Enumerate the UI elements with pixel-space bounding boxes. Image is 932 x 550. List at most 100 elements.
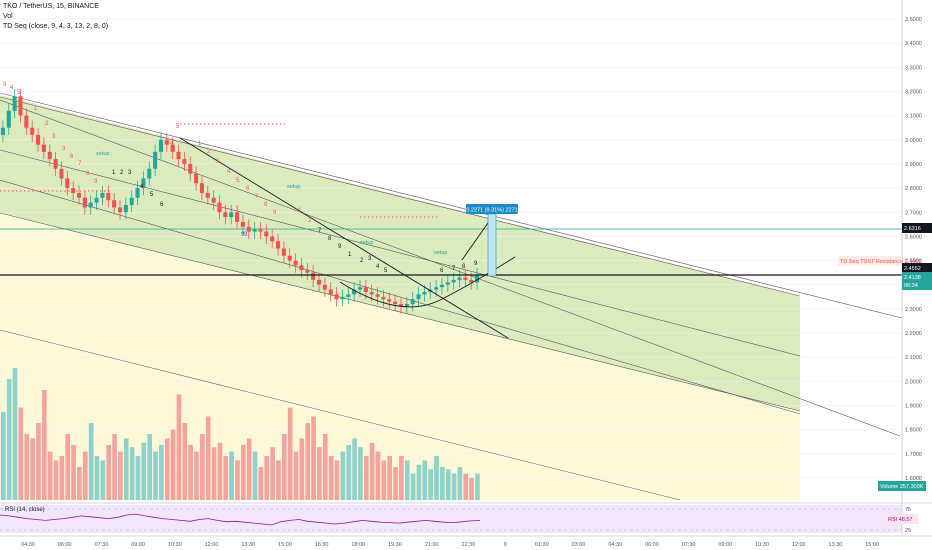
volume-bar bbox=[170, 429, 176, 500]
td-count: 6 bbox=[160, 202, 164, 208]
volume-bar bbox=[141, 442, 147, 500]
candle-body bbox=[217, 202, 222, 213]
volume-bar bbox=[305, 423, 311, 500]
countdown-badge-bg bbox=[902, 280, 932, 290]
volume-bar bbox=[77, 467, 82, 500]
volume-badge-bg bbox=[878, 481, 926, 491]
candle-body bbox=[129, 197, 134, 206]
price-tick: 2.7000 bbox=[905, 210, 922, 216]
time-tick: 13:30 bbox=[241, 542, 255, 548]
volume-bar bbox=[322, 434, 328, 500]
volume-bar bbox=[287, 407, 293, 500]
channel-line bbox=[0, 149, 801, 357]
time-tick: 15:00 bbox=[865, 542, 879, 548]
price-tick: 1.8000 bbox=[905, 428, 922, 434]
candle-body bbox=[281, 248, 286, 256]
candle-body bbox=[316, 279, 322, 285]
setup-label: setup bbox=[360, 240, 373, 246]
candle-body bbox=[182, 159, 187, 164]
volume-bar bbox=[217, 442, 223, 500]
price-tick: 1.7000 bbox=[905, 452, 922, 458]
volume-bar bbox=[36, 423, 41, 500]
td-count-9: 9 bbox=[244, 232, 248, 238]
volume-bar bbox=[422, 460, 428, 500]
time-tick: 04:30 bbox=[21, 542, 35, 548]
volume-bar bbox=[112, 434, 117, 500]
time-axis[interactable]: 04:30 06:00 07:30 09:00 10:30 12:00 13:30 15:00… bbox=[21, 542, 879, 548]
volume-bar bbox=[24, 434, 30, 500]
setup-label: setup bbox=[96, 151, 109, 157]
price-badge-upper-bg bbox=[902, 223, 932, 233]
rsi-pane-background bbox=[0, 505, 902, 533]
volume-bar bbox=[270, 447, 275, 500]
td-count-red: 7 bbox=[78, 161, 82, 167]
candle-body bbox=[375, 294, 380, 297]
time-tick: 06:00 bbox=[645, 542, 659, 548]
price-tick: 1.6000 bbox=[905, 476, 922, 482]
time-tick: 15:00 bbox=[278, 542, 292, 548]
candle-body bbox=[305, 270, 310, 273]
rsi-legend[interactable]: RSI (14, close) bbox=[5, 507, 45, 513]
volume-bar bbox=[153, 451, 158, 500]
volume-bar bbox=[147, 434, 152, 500]
candle-body bbox=[463, 277, 468, 280]
candle-body bbox=[352, 289, 357, 295]
volume-bar bbox=[451, 473, 457, 500]
candle-body bbox=[123, 205, 128, 213]
volume-bar bbox=[123, 438, 129, 500]
volume-bar bbox=[200, 434, 205, 500]
volume-bar bbox=[188, 445, 193, 500]
time-tick: 9 bbox=[504, 542, 507, 548]
candle-body bbox=[0, 127, 5, 135]
td-count: 1 bbox=[348, 252, 352, 258]
channel-line bbox=[0, 179, 801, 415]
volume-bar bbox=[82, 451, 88, 500]
candle-body bbox=[158, 139, 164, 152]
volume-bar bbox=[118, 451, 123, 500]
volume-bar bbox=[258, 467, 264, 500]
candle-body bbox=[47, 151, 52, 160]
volume-bar bbox=[334, 460, 340, 500]
td-count: 2 bbox=[120, 170, 124, 176]
candle-body bbox=[270, 236, 275, 242]
volume-bar bbox=[241, 445, 246, 500]
volume-bar bbox=[129, 447, 135, 500]
volume-bar bbox=[106, 445, 112, 500]
td-count-red: 5 bbox=[17, 90, 21, 96]
candle-body bbox=[164, 139, 169, 145]
candle-body bbox=[393, 301, 398, 305]
tdseq-legend[interactable]: TD Seq (close, 9, 4, 3, 13, 2, 8, 0) bbox=[3, 23, 109, 30]
volume-bar bbox=[434, 456, 439, 500]
price-tick: 2.3000 bbox=[905, 307, 922, 313]
td-count: 9 bbox=[338, 244, 342, 250]
last-price-badge-bg bbox=[902, 272, 932, 282]
volume-bar bbox=[94, 456, 100, 500]
candle-body bbox=[387, 299, 392, 302]
time-tick: 09:00 bbox=[718, 542, 732, 548]
candle-body bbox=[205, 192, 210, 198]
volume-bar bbox=[457, 467, 463, 500]
candle-body bbox=[404, 304, 409, 307]
volume-bar bbox=[164, 438, 170, 500]
candle-body bbox=[322, 284, 327, 290]
td-count: 5 bbox=[384, 268, 388, 274]
candle-body bbox=[439, 284, 444, 288]
candle-body bbox=[276, 241, 281, 249]
channel-line bbox=[0, 329, 681, 501]
measure-label-bg bbox=[466, 204, 518, 214]
volume-legend[interactable]: Vol bbox=[3, 13, 13, 20]
candle-body bbox=[100, 192, 105, 198]
price-axis[interactable]: 3.5000 3.4000 3.3000 3.2000 3.1000 3.0000 2.90… bbox=[905, 17, 922, 534]
price-tick: 3.3000 bbox=[905, 65, 922, 71]
candle-body bbox=[65, 178, 70, 189]
time-tick: 12:00 bbox=[205, 542, 219, 548]
candle-body bbox=[24, 115, 29, 128]
price-badge-upper: 2.6316 bbox=[904, 226, 921, 232]
candle-body bbox=[153, 151, 158, 169]
candle-body bbox=[112, 200, 117, 208]
candle-body bbox=[410, 299, 415, 305]
symbol-line[interactable]: TKO / TetherUS, 15, BINANCE bbox=[3, 3, 99, 10]
td-count-red: 5 bbox=[236, 178, 240, 184]
volume-bar bbox=[252, 451, 258, 500]
